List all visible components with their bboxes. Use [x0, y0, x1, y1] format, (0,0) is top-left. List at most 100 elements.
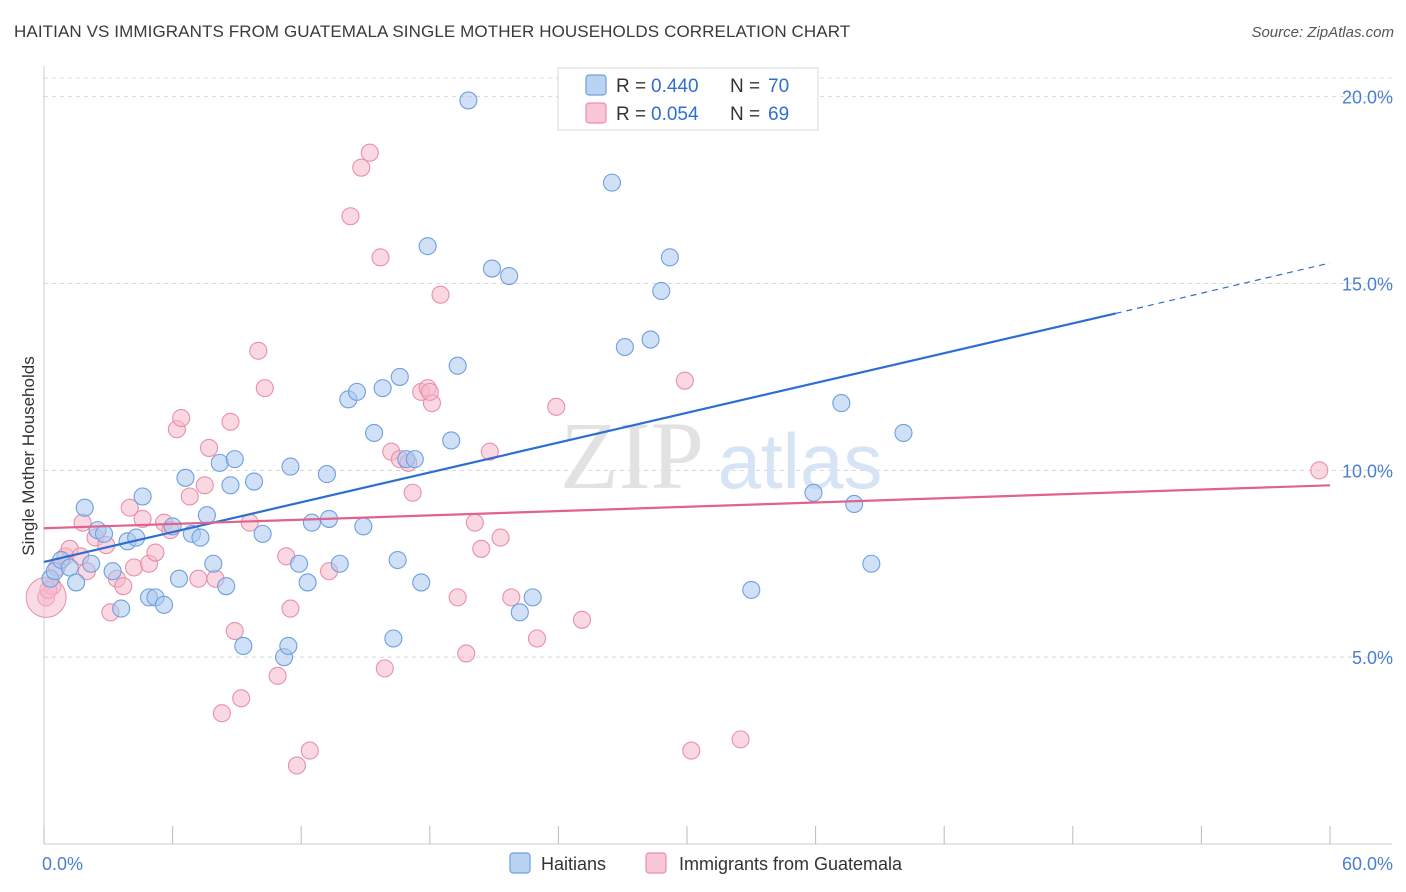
- y-tick-label: 15.0%: [1342, 275, 1393, 295]
- guatemala-point: [675, 371, 694, 390]
- haitian-point: [281, 457, 300, 476]
- bottom-legend-guatemala: Immigrants from Guatemala: [679, 854, 903, 874]
- legend-swatch-haitians: [585, 74, 607, 96]
- watermark: ZIP atlas: [560, 402, 882, 509]
- guatemala-point: [547, 397, 566, 416]
- haitian-point: [384, 629, 403, 648]
- grid: [44, 77, 1392, 658]
- x-tick-label: 60.0%: [1342, 854, 1393, 874]
- haitian-point: [388, 550, 407, 570]
- axes: [43, 66, 1392, 845]
- guatemala-point: [572, 610, 592, 629]
- haitian-point: [154, 595, 174, 614]
- haitian-point: [862, 554, 881, 573]
- legend-swatch-guatemala: [585, 102, 607, 124]
- guatemala-point: [287, 756, 306, 775]
- guatemala-point: [352, 158, 371, 177]
- guatemala-point: [465, 513, 484, 532]
- watermark-atlas: atlas: [718, 417, 883, 505]
- haitian-point: [253, 524, 272, 543]
- guatemala-point: [448, 588, 467, 607]
- guatemala-point: [375, 659, 394, 678]
- haitian-point: [500, 266, 519, 286]
- guatemala-point: [120, 498, 139, 517]
- guatemala-point: [431, 285, 450, 304]
- guatemala-point: [300, 741, 319, 760]
- guatemala-point: [360, 143, 379, 162]
- guatemala-point: [502, 588, 521, 607]
- legend-r-value: 0.054: [651, 104, 699, 125]
- haitian-point: [615, 337, 634, 357]
- haitian-point: [373, 379, 392, 398]
- haitian-point: [176, 468, 195, 487]
- guatemala-point: [480, 442, 499, 461]
- haitian-point: [442, 431, 461, 450]
- guatemala-point: [199, 438, 219, 457]
- guatemala-point: [221, 412, 240, 431]
- bottom-legend-swatch-guatemala: [645, 852, 667, 874]
- haitian-point: [742, 580, 761, 599]
- haitian-point: [75, 498, 94, 517]
- source-label: Source: ZipAtlas.com: [1251, 24, 1394, 41]
- haitian-point: [412, 573, 431, 592]
- haitian-point: [894, 423, 913, 443]
- guatemala-point: [491, 528, 510, 547]
- haitian-point: [652, 281, 671, 301]
- haitian-point: [302, 513, 321, 532]
- haitian-point: [234, 636, 253, 656]
- haitian-point: [210, 453, 229, 472]
- haitian-point: [405, 450, 424, 469]
- bottom-legend-swatch-haitians: [509, 852, 531, 874]
- guatemala-point: [114, 577, 133, 596]
- guatemala-point: [189, 569, 208, 588]
- guatemala-point: [124, 558, 144, 577]
- haitian-point: [191, 528, 210, 547]
- haitian-point: [67, 573, 86, 592]
- guatemala-point: [172, 408, 191, 428]
- guatemala-point: [180, 487, 199, 506]
- guatemala-point: [281, 599, 300, 618]
- guatemala-point: [268, 666, 287, 685]
- x-tick-label: 0.0%: [42, 854, 83, 874]
- haitian-point: [290, 554, 309, 573]
- haitian-point: [225, 450, 244, 469]
- guatemala-point: [146, 543, 165, 562]
- guatemala-point: [255, 379, 274, 398]
- haitian-point: [523, 588, 542, 607]
- haitian-point: [602, 173, 622, 192]
- guatemala-point: [472, 539, 491, 558]
- haitian-point: [660, 248, 679, 267]
- tick-labels: 5.0% 10.0% 15.0% 20.0% 0.0% 60.0%: [42, 88, 1393, 874]
- guatemala-point: [225, 621, 244, 641]
- haitian-point: [354, 517, 373, 536]
- haitian-point: [197, 506, 216, 525]
- haitian-point: [133, 487, 152, 506]
- haitian-point: [845, 494, 864, 514]
- haitian-point: [510, 603, 529, 622]
- haitian-point: [279, 636, 298, 656]
- haitian-point: [482, 259, 502, 278]
- legend-n-label: N =: [730, 104, 760, 125]
- haitian-point: [82, 554, 101, 573]
- haitian-point: [103, 562, 122, 581]
- guatemala-point: [731, 730, 750, 749]
- y-axis-label: Single Mother Households: [19, 356, 38, 555]
- haitian-point: [459, 91, 478, 110]
- legend-r-value: 0.440: [651, 76, 699, 97]
- haitian-point: [330, 554, 349, 573]
- guatemala-point: [682, 741, 701, 760]
- guatemala-point: [341, 207, 360, 226]
- y-tick-label: 5.0%: [1352, 648, 1393, 668]
- legend-n-label: N =: [730, 76, 760, 97]
- legend-n-value: 69: [768, 104, 789, 125]
- legend-r-label: R =: [616, 104, 646, 125]
- bottom-legend-haitians: Haitians: [541, 854, 606, 874]
- chart-title: HAITIAN VS IMMIGRANTS FROM GUATEMALA SIN…: [14, 22, 851, 41]
- haitian-trend-extension: [1115, 262, 1331, 314]
- guatemala-point: [457, 644, 476, 663]
- guatemala-point: [371, 248, 390, 267]
- trend-lines: [43, 262, 1331, 563]
- legend-n-value: 70: [768, 76, 789, 97]
- haitian-point: [448, 356, 467, 375]
- guatemala-point: [195, 476, 214, 495]
